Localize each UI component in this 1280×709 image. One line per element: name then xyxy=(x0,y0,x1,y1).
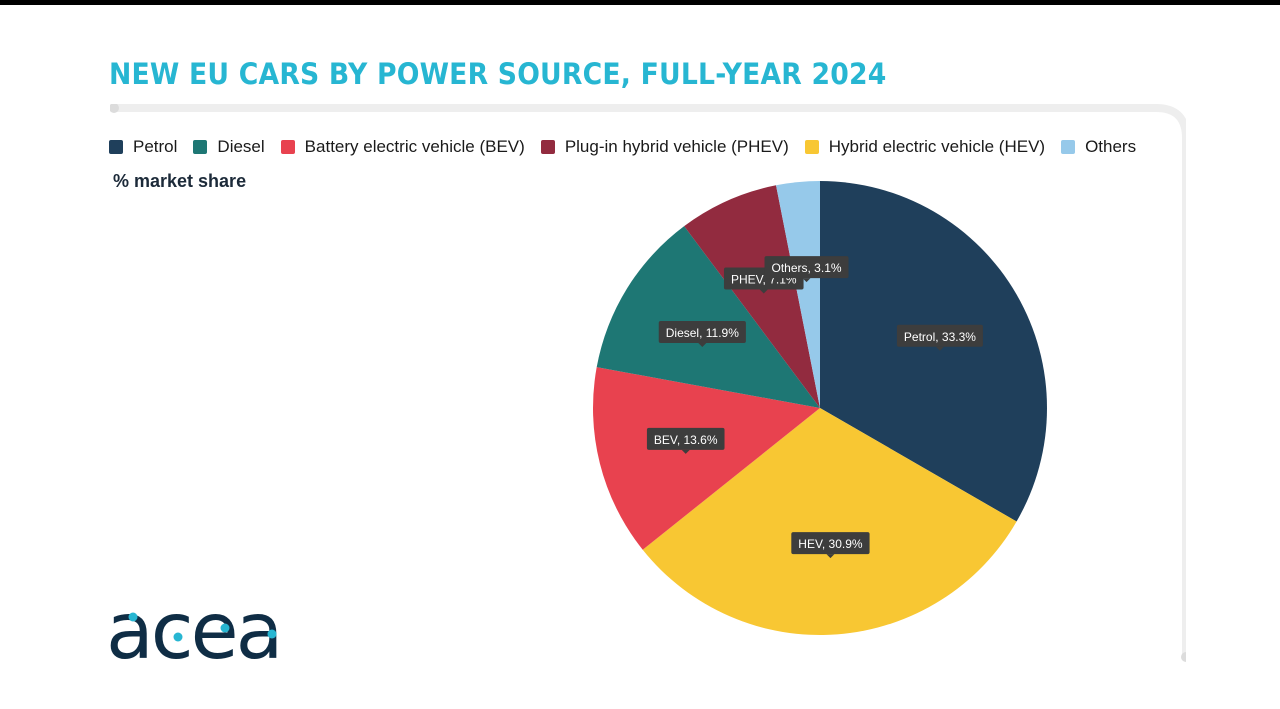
legend-item: Plug-in hybrid vehicle (PHEV) xyxy=(540,137,789,157)
legend-label: Others xyxy=(1085,137,1137,156)
chart-title: NEW EU CARS BY POWER SOURCE, FULL-YEAR 2… xyxy=(109,57,887,91)
legend-label: Hybrid electric vehicle (HEV) xyxy=(828,137,1046,156)
acea-logo: acea xyxy=(106,596,283,668)
svg-text:acea: acea xyxy=(106,596,280,668)
pie-slice xyxy=(642,408,1017,635)
data-label: HEV, 30.9% xyxy=(791,532,870,559)
legend: Petrol Diesel Battery electric vehicle (BE… xyxy=(109,136,1152,158)
legend-swatch xyxy=(540,140,555,154)
svg-text:Petrol, 33.3%: Petrol, 33.3% xyxy=(904,330,976,344)
legend-item: Diesel xyxy=(193,137,265,157)
legend-swatch xyxy=(804,140,819,154)
data-label: BEV, 13.6% xyxy=(646,427,725,454)
legend-swatch xyxy=(280,140,295,154)
legend-item: Battery electric vehicle (BEV) xyxy=(280,137,525,157)
legend-item: Petrol xyxy=(109,137,177,157)
data-label: Others, 3.1% xyxy=(764,256,849,283)
svg-text:Others, 3.1%: Others, 3.1% xyxy=(772,261,842,275)
legend-swatch xyxy=(193,140,208,154)
legend-swatch xyxy=(1061,140,1076,154)
svg-text:BEV, 13.6%: BEV, 13.6% xyxy=(654,433,718,447)
legend-label: Plug-in hybrid vehicle (PHEV) xyxy=(564,137,789,156)
data-label: Petrol, 33.3% xyxy=(896,324,983,351)
svg-text:HEV, 30.9%: HEV, 30.9% xyxy=(798,537,863,551)
legend-swatch xyxy=(109,140,123,154)
data-label: Diesel, 11.9% xyxy=(658,321,746,348)
legend-label: Diesel xyxy=(217,137,265,156)
legend-label: Battery electric vehicle (BEV) xyxy=(304,137,525,156)
legend-label: Petrol xyxy=(133,137,178,156)
legend-item: Others xyxy=(1061,137,1136,157)
pie-slice xyxy=(776,181,820,408)
legend-item: Hybrid electric vehicle (HEV) xyxy=(804,137,1046,157)
pie-slice xyxy=(820,181,1047,522)
pie-slice xyxy=(596,226,820,408)
pie-slice xyxy=(684,185,820,408)
svg-text:Diesel, 11.9%: Diesel, 11.9% xyxy=(666,326,739,340)
chart-subtitle: % market share xyxy=(113,171,247,191)
pie-slice xyxy=(593,367,820,550)
